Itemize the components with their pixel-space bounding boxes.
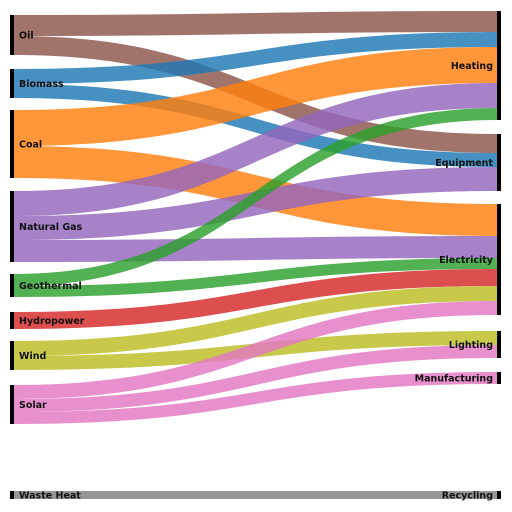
link-natural-gas-to-equipment [14,167,497,240]
sankey-links [14,11,497,499]
node-geothermal [10,274,14,297]
link-oil-to-heating [14,11,497,36]
label-natural-gas: Natural Gas [19,222,83,233]
node-biomass [10,69,14,98]
node-equipment [497,134,501,191]
label-recycling: Recycling [442,491,493,502]
link-natural-gas-to-heating [14,83,497,216]
node-wind [10,341,14,370]
label-coal: Coal [19,140,42,151]
node-hydropower [10,312,14,329]
node-heating [497,11,501,120]
label-solar: Solar [19,400,47,411]
link-solar-to-electricity [14,301,497,399]
link-biomass-to-heating [14,32,497,84]
node-oil [10,15,14,55]
link-coal-to-heating [14,47,497,146]
node-solar [10,385,14,424]
link-hydropower-to-electricity [14,269,497,329]
link-geothermal-to-heating [14,108,497,286]
link-natural-gas-to-electricity [14,236,497,262]
node-recycling [497,491,501,499]
node-electricity [497,204,501,315]
node-manufacturing [497,372,501,384]
sankey-labels: Oil Biomass Coal Natural Gas Geothermal Hydro… [19,31,494,502]
label-geothermal: Geothermal [19,281,82,292]
label-waste-heat: Waste Heat [19,491,81,502]
link-wind-to-electricity [14,286,497,356]
link-geothermal-to-electricity [14,258,497,297]
node-lighting [497,331,501,358]
label-heating: Heating [451,61,493,72]
label-manufacturing: Manufacturing [415,374,493,385]
label-wind: Wind [19,351,46,362]
label-electricity: Electricity [439,255,494,266]
label-hydropower: Hydropower [19,316,85,327]
label-equipment: Equipment [435,158,493,169]
link-waste-heat-to-recycling [14,491,497,499]
node-coal [10,110,14,178]
label-biomass: Biomass [19,79,64,90]
label-lighting: Lighting [449,340,493,351]
node-natural-gas [10,191,14,262]
label-oil: Oil [19,31,34,42]
node-waste-heat [10,491,14,499]
link-solar-to-lighting [14,345,497,412]
link-solar-to-manufacturing [14,372,497,424]
sankey-nodes [10,11,501,499]
